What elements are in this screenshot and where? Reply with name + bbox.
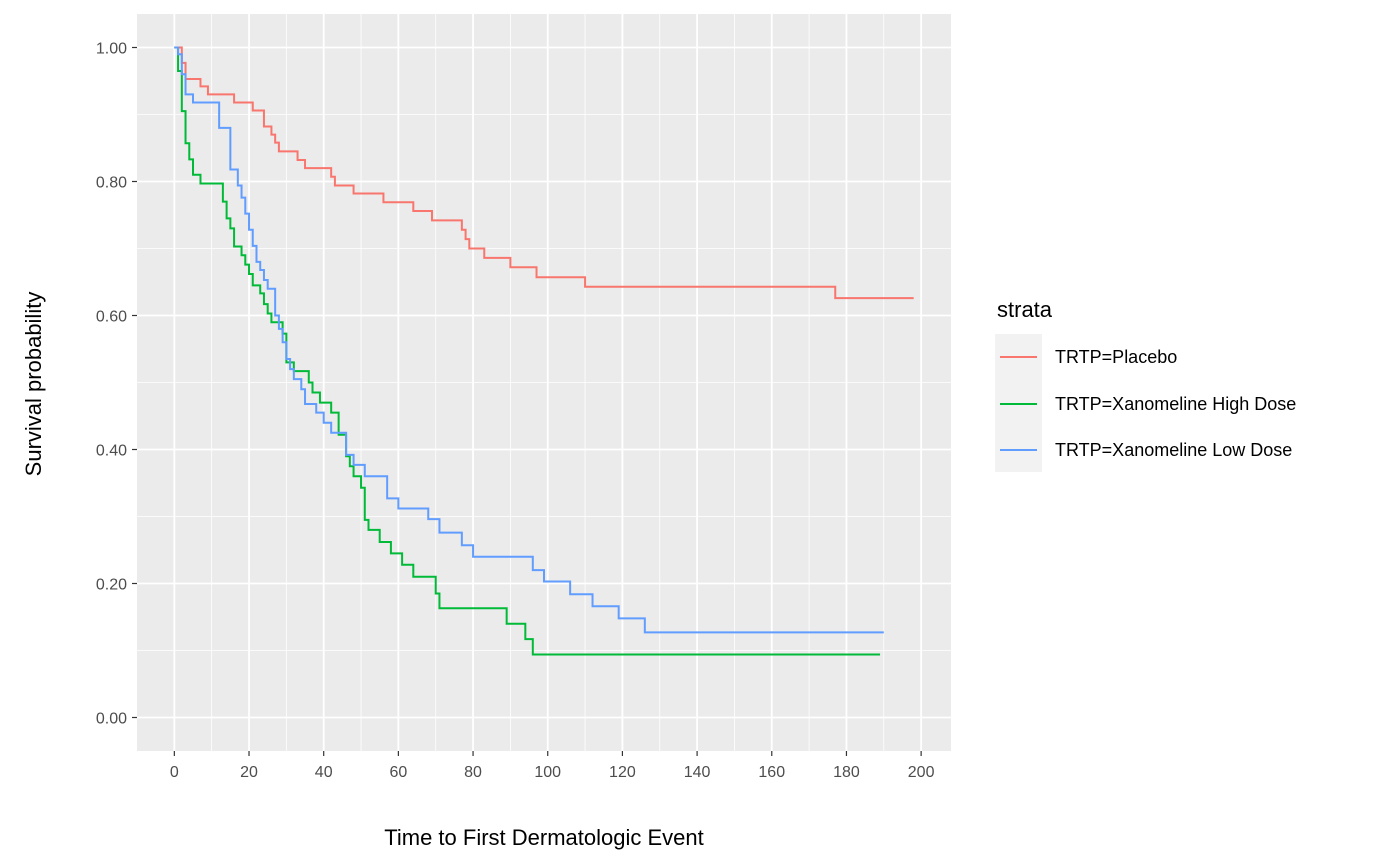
- grid-major: [137, 14, 951, 751]
- y-tick-label: 1.00: [96, 41, 127, 58]
- legend-title: strata: [997, 297, 1053, 322]
- y-tick-label: 0.60: [96, 309, 127, 326]
- legend: strata TRTP=Placebo TRTP=Xanomeline High…: [995, 297, 1296, 472]
- x-tick-label: 160: [758, 764, 785, 781]
- series-layer: [174, 46, 914, 656]
- x-tick-label: 120: [609, 764, 636, 781]
- legend-item: TRTP=Xanomeline Low Dose: [1000, 440, 1292, 460]
- legend-label-high-dose: TRTP=Xanomeline High Dose: [1055, 394, 1296, 414]
- legend-item: TRTP=Xanomeline High Dose: [1000, 394, 1296, 414]
- x-axis-title: Time to First Dermatologic Event: [384, 825, 704, 850]
- x-tick-label: 140: [684, 764, 711, 781]
- series-line-2: [174, 46, 884, 634]
- x-tick-label: 80: [464, 764, 482, 781]
- legend-item: TRTP=Placebo: [1000, 347, 1177, 367]
- y-tick-label: 0.40: [96, 443, 127, 460]
- legend-label-placebo: TRTP=Placebo: [1055, 347, 1177, 367]
- x-tick-label: 40: [315, 764, 333, 781]
- series-line-1: [174, 46, 881, 656]
- x-tick-label: 180: [833, 764, 860, 781]
- x-tick-label: 20: [240, 764, 258, 781]
- y-axis: 0.00 0.20 0.40 0.60 0.80 1.00: [96, 41, 137, 728]
- y-tick-label: 0.80: [96, 175, 127, 192]
- series-line-0: [174, 46, 914, 300]
- y-tick-label: 0.20: [96, 577, 127, 594]
- x-tick-label: 0: [170, 764, 179, 781]
- y-tick-label: 0.00: [96, 711, 127, 728]
- x-axis: 0 20 40 60 80 100 120 140 160 180 200: [170, 751, 935, 781]
- x-tick-label: 60: [389, 764, 407, 781]
- x-tick-label: 200: [908, 764, 935, 781]
- y-axis-title: Survival probability: [21, 292, 46, 477]
- legend-label-low-dose: TRTP=Xanomeline Low Dose: [1055, 440, 1292, 460]
- grid-minor: [137, 14, 951, 751]
- x-tick-label: 100: [534, 764, 561, 781]
